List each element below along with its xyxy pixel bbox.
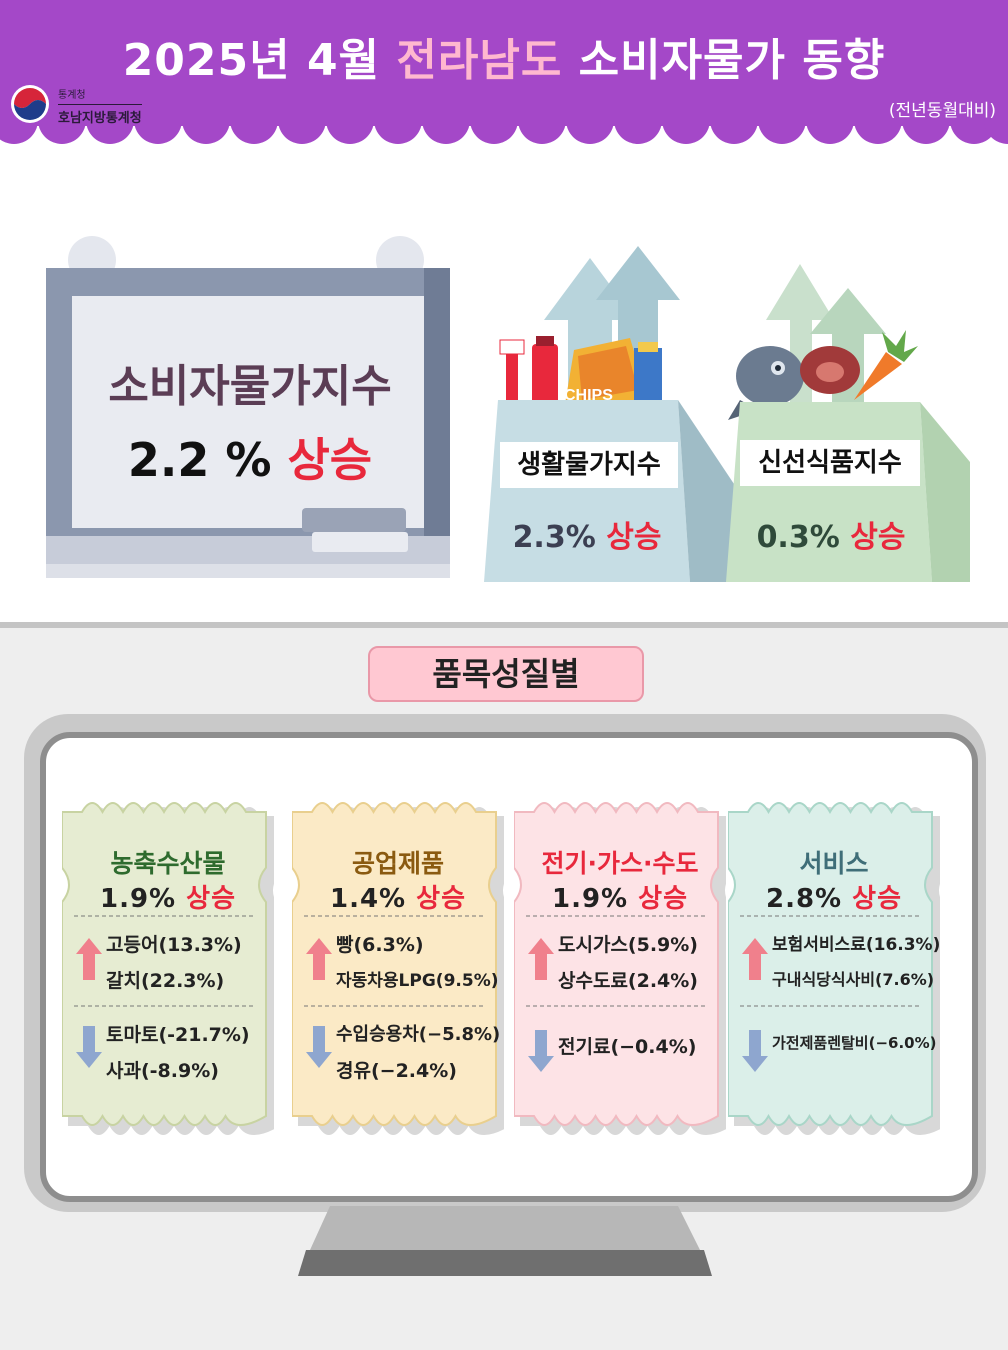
up-arrow-icon (528, 938, 554, 980)
fresh-food-index-label: 신선식품지수 (740, 440, 920, 486)
down-arrow-icon (528, 1030, 554, 1072)
rising-item: 구내식당식사비(7.6%) (772, 970, 935, 989)
falling-item: 사과(-8.9%) (106, 1060, 219, 1082)
rising-item: 자동차용LPG(9.5%) (336, 971, 499, 991)
category-rate-value: 1.9% (99, 884, 187, 914)
cpi-whiteboard: 소비자물가지수 2.2 % 상승 (40, 236, 460, 586)
svg-text:CHIPS: CHIPS (564, 387, 613, 404)
cpi-label: 소비자물가지수 (108, 361, 392, 412)
cpi-direction: 상승 (287, 433, 373, 487)
category-rate-value: 1.4% (329, 884, 417, 914)
up-arrow-icon (742, 938, 768, 980)
category-rate: 1.4% 상승 (292, 878, 504, 915)
government-logo-icon (11, 85, 49, 123)
category-rate-value: 2.8% (765, 884, 853, 914)
banner-scallop-edge (0, 106, 1008, 144)
carrot-icon (854, 330, 918, 400)
ticket-shape (514, 802, 726, 1135)
falling-item: 가전제품렌탈비(−6.0%) (772, 1034, 937, 1052)
category-name: 서비스 (799, 849, 869, 878)
page-title: 2025년 4월 전라남도 소비자물가 동향 (122, 35, 886, 86)
category-rate-direction: 상승 (638, 884, 688, 914)
category-rate-value: 1.9% (551, 884, 639, 914)
category-ticket: 전기·가스·수도 1.9% 상승 도시가스(5.9%) 상수도료(2.4%) 전기료(−… (514, 792, 726, 1142)
category-rate: 2.8% 상승 (728, 878, 940, 915)
category-name: 공업제품 (351, 849, 444, 878)
rising-item: 보험서비스료(16.3%) (772, 935, 941, 955)
living-index-value-line: 2.3% 상승 (492, 512, 682, 556)
down-arrow-icon (306, 1026, 332, 1068)
header-banner (0, 0, 1008, 126)
falling-item: 경유(−2.4%) (336, 1060, 457, 1082)
toothbrush-icon (499, 336, 558, 408)
category-rate: 1.9% 상승 (514, 878, 726, 915)
category-name: 전기·가스·수도 (541, 849, 699, 878)
logo-agency-label: 통계청 (58, 90, 86, 101)
living-index-label: 생활물가지수 (500, 442, 678, 488)
whiteboard-illustration (46, 236, 450, 578)
down-arrow-icon (76, 1026, 102, 1068)
logo-office-name: 호남지방통계청 (58, 104, 142, 126)
category-rate-direction: 상승 (852, 884, 902, 914)
fresh-food-index-value: 0.3% (756, 520, 840, 555)
category-ticket: 공업제품 1.4% 상승 빵(6.3%) 자동차용LPG(9.5%) 수입승용차(−5.… (292, 792, 504, 1142)
monitor-stand (298, 1206, 712, 1276)
cpi-value-line: 2.2 % 상승 (40, 424, 460, 490)
category-rate: 1.9% 상승 (62, 878, 274, 915)
down-arrow-icon (742, 1030, 768, 1072)
category-rate-direction: 상승 (416, 884, 466, 914)
category-ticket: 농축수산물 1.9% 상승 고등어(13.3%) 갈치(22.3%) 토마토(-21.7… (62, 792, 274, 1142)
index-bags: CHIPS 생활물가지수 2.3% 상승 신선식품지수 0.3% 상승 (478, 240, 978, 590)
living-index-value: 2.3% (512, 520, 596, 555)
falling-item: 전기료(−0.4%) (558, 1036, 697, 1058)
category-section-title: 품목성질별 (368, 646, 644, 702)
up-arrow-icon (306, 938, 332, 980)
fresh-food-index-value-line: 0.3% 상승 (736, 512, 926, 556)
living-index-direction: 상승 (606, 520, 662, 555)
title-region-highlight: 전라남도 (396, 35, 563, 86)
comparison-basis-label: (전년동월대비) (888, 101, 996, 121)
rising-item: 상수도료(2.4%) (558, 970, 698, 992)
rising-item: 빵(6.3%) (336, 934, 424, 956)
falling-item: 수입승용차(−5.8%) (336, 1024, 501, 1045)
ticket-shape (728, 802, 940, 1135)
rising-item: 도시가스(5.9%) (558, 934, 698, 956)
ticket-shape (292, 802, 504, 1135)
fish-icon (728, 346, 804, 420)
rising-item: 갈치(22.3%) (106, 970, 225, 992)
category-ticket: 서비스 2.8% 상승 보험서비스료(16.3%) 구내식당식사비(7.6%) 가전제품… (728, 792, 940, 1142)
category-rate-direction: 상승 (186, 884, 236, 914)
up-arrow-icon (76, 938, 102, 980)
falling-item: 토마토(-21.7%) (106, 1024, 250, 1046)
category-name: 농축수산물 (110, 849, 226, 878)
fresh-food-index-direction: 상승 (850, 520, 906, 555)
cpi-value: 2.2 % (127, 433, 272, 487)
ticket-shape (62, 802, 274, 1135)
rising-item: 고등어(13.3%) (106, 934, 242, 956)
